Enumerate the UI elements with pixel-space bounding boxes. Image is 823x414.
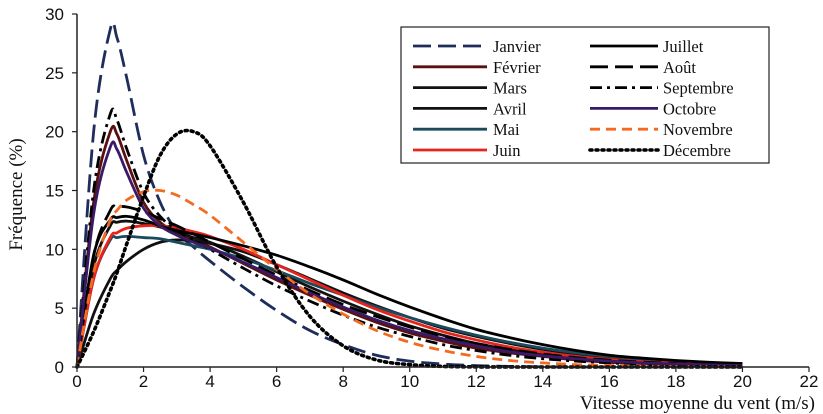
y-tick-label: 15 bbox=[45, 182, 64, 201]
y-tick-label: 20 bbox=[45, 123, 64, 142]
x-tick-label: 16 bbox=[600, 372, 619, 391]
legend-label-mai: Mai bbox=[493, 120, 520, 139]
x-tick-label: 6 bbox=[272, 372, 281, 391]
legend-label-septembre: Septembre bbox=[663, 79, 734, 98]
legend-box bbox=[400, 26, 770, 164]
legend-label-decembre: Décembre bbox=[663, 141, 731, 160]
x-tick-label: 18 bbox=[666, 372, 685, 391]
x-tick-label: 2 bbox=[139, 372, 148, 391]
series-line-septembre bbox=[75, 107, 743, 368]
series-line-avril bbox=[75, 238, 743, 368]
y-tick-label: 0 bbox=[55, 358, 64, 377]
series-lines bbox=[75, 21, 745, 369]
y-axis-label: Fréquence (%) bbox=[6, 138, 27, 250]
legend-label-novembre: Novembre bbox=[663, 120, 733, 139]
legend-label-janvier: Janvier bbox=[493, 37, 541, 56]
x-tick-label: 12 bbox=[467, 372, 486, 391]
series-line-novembre bbox=[75, 188, 743, 369]
legend-label-aout: Août bbox=[663, 58, 696, 77]
axes bbox=[72, 13, 810, 372]
y-tick-label: 10 bbox=[45, 240, 64, 259]
legend-label-octobre: Octobre bbox=[663, 99, 716, 118]
x-axis-label: Vitesse moyenne du vent (m/s) bbox=[580, 393, 815, 414]
x-tick-label: 22 bbox=[800, 372, 819, 391]
legend-label-juin: Juin bbox=[493, 141, 521, 160]
x-tick-label: 4 bbox=[205, 372, 214, 391]
tick-labels: 0 2 4 6 8 10 12 14 16 18 20 22 0 5 10 15 20 25 30 bbox=[45, 5, 818, 391]
series-line-octobre bbox=[75, 140, 743, 368]
y-tick-label: 30 bbox=[45, 5, 64, 24]
y-tick-label: 5 bbox=[55, 299, 64, 318]
series-line-mai bbox=[75, 234, 743, 368]
x-tick-label: 8 bbox=[338, 372, 347, 391]
series-line-juin bbox=[75, 224, 743, 368]
y-tick-label: 25 bbox=[45, 64, 64, 83]
legend-label-juillet: Juillet bbox=[663, 37, 704, 56]
legend-label-fevrier: Février bbox=[493, 58, 541, 77]
x-tick-label: 14 bbox=[533, 372, 552, 391]
x-tick-label: 10 bbox=[400, 372, 419, 391]
x-tick-label: 0 bbox=[72, 372, 81, 391]
x-tick-label: 20 bbox=[733, 372, 752, 391]
series-line-juillet bbox=[75, 214, 743, 368]
legend-label-avril: Avril bbox=[493, 99, 527, 118]
legend-label-mars: Mars bbox=[493, 79, 527, 98]
